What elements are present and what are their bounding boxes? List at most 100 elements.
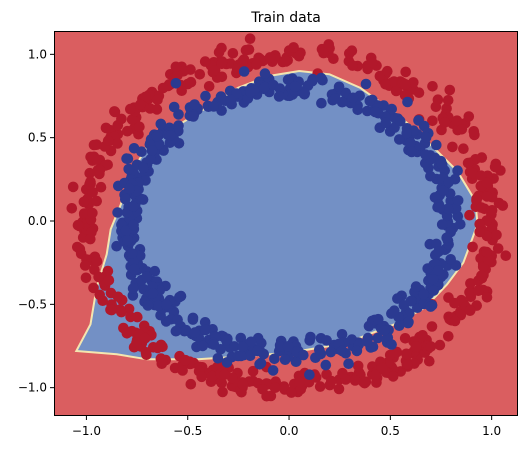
y-tick-label: 0.0 <box>28 214 47 228</box>
point-class-0 <box>476 202 487 213</box>
point-class-0 <box>80 272 92 284</box>
point-class-1 <box>147 288 159 299</box>
point-class-1 <box>336 329 348 340</box>
point-class-0 <box>333 383 345 395</box>
series-class-1 <box>111 66 466 381</box>
point-class-1 <box>129 263 140 275</box>
point-class-1 <box>229 341 240 352</box>
point-class-0 <box>199 56 211 67</box>
point-class-1 <box>212 353 224 364</box>
point-class-1 <box>343 358 354 370</box>
point-class-1 <box>445 253 457 265</box>
point-class-0 <box>112 138 123 149</box>
point-class-0 <box>94 289 105 301</box>
point-class-0 <box>257 384 268 395</box>
point-class-1 <box>122 153 134 165</box>
point-class-0 <box>425 341 437 352</box>
point-class-0 <box>413 87 425 98</box>
point-class-1 <box>380 117 392 129</box>
point-class-1 <box>395 115 406 127</box>
point-class-0 <box>458 143 469 154</box>
point-class-0 <box>78 196 90 208</box>
point-class-0 <box>408 77 419 88</box>
point-class-1 <box>141 271 152 283</box>
point-class-1 <box>164 130 176 141</box>
point-class-0 <box>216 58 228 69</box>
point-class-0 <box>370 369 382 381</box>
x-tick-label: −1.0 <box>72 424 101 438</box>
point-class-1 <box>142 300 154 311</box>
point-class-1 <box>145 153 156 165</box>
point-class-0 <box>139 332 151 344</box>
point-class-0 <box>79 260 91 271</box>
point-class-0 <box>399 79 411 90</box>
point-class-1 <box>161 299 172 311</box>
point-class-0 <box>318 47 329 59</box>
point-class-0 <box>93 271 104 283</box>
point-class-1 <box>122 235 133 246</box>
point-class-1 <box>321 335 332 346</box>
point-class-0 <box>109 106 121 118</box>
point-class-1 <box>394 134 405 145</box>
point-class-1 <box>282 341 294 352</box>
point-class-0 <box>243 44 255 55</box>
point-class-1 <box>155 118 167 130</box>
point-class-0 <box>481 177 493 189</box>
point-class-0 <box>500 250 512 261</box>
point-class-1 <box>315 348 327 360</box>
point-class-1 <box>433 265 444 276</box>
point-class-0 <box>87 207 98 219</box>
point-class-0 <box>176 85 187 96</box>
point-class-0 <box>72 241 83 253</box>
point-class-0 <box>410 341 422 352</box>
point-class-0 <box>106 304 117 316</box>
point-class-1 <box>405 295 417 307</box>
x-tick-label: −0.5 <box>173 424 202 438</box>
point-class-0 <box>217 386 228 398</box>
point-class-0 <box>481 246 492 258</box>
point-class-1 <box>304 335 316 346</box>
point-class-0 <box>442 95 454 106</box>
point-class-1 <box>428 285 440 296</box>
point-class-0 <box>177 365 188 376</box>
point-class-0 <box>294 376 306 388</box>
point-class-0 <box>288 42 299 53</box>
point-class-0 <box>141 349 152 361</box>
point-class-1 <box>452 165 463 176</box>
point-class-0 <box>125 311 136 323</box>
point-class-1 <box>235 350 247 362</box>
point-class-0 <box>468 126 480 137</box>
point-class-0 <box>443 331 454 342</box>
point-class-0 <box>447 141 458 153</box>
point-class-0 <box>152 94 163 106</box>
x-tick-label: 0.0 <box>279 424 298 438</box>
point-class-1 <box>149 265 161 277</box>
point-class-1 <box>221 357 233 368</box>
point-class-1 <box>146 145 158 156</box>
point-class-0 <box>91 154 103 166</box>
point-class-1 <box>393 320 405 332</box>
point-class-1 <box>245 336 257 348</box>
point-class-0 <box>384 349 396 361</box>
point-class-1 <box>123 163 134 175</box>
y-tick-label: 1.0 <box>28 47 47 61</box>
point-class-0 <box>91 195 102 207</box>
point-class-0 <box>467 241 478 253</box>
point-class-1 <box>441 232 453 244</box>
point-class-1 <box>151 130 163 142</box>
point-class-1 <box>137 194 149 205</box>
point-class-1 <box>274 83 286 94</box>
plot-area <box>54 31 518 416</box>
point-class-0 <box>367 57 378 68</box>
point-class-0 <box>269 382 281 394</box>
point-class-1 <box>420 131 432 143</box>
point-class-0 <box>140 91 151 103</box>
point-class-0 <box>172 69 183 81</box>
point-class-0 <box>227 48 239 59</box>
series-class-0 <box>66 33 512 402</box>
point-class-0 <box>382 65 393 77</box>
point-class-1 <box>315 72 327 84</box>
point-class-0 <box>426 321 438 332</box>
point-class-1 <box>273 91 285 102</box>
